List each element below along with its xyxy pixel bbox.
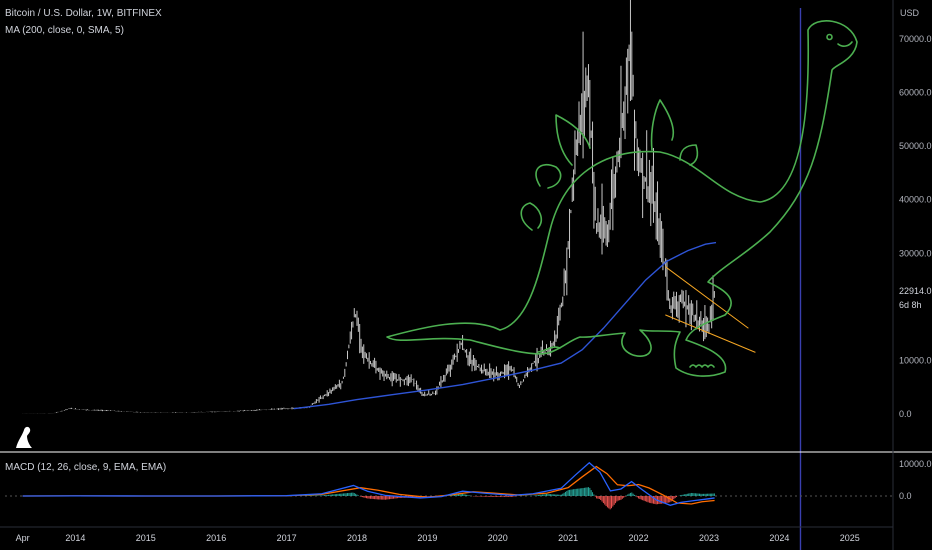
x-tick-label: 2014 xyxy=(65,533,85,543)
y-tick-label: 50000.0 xyxy=(899,141,932,151)
x-tick-label: 2020 xyxy=(488,533,508,543)
last-price-label: 22914.0 xyxy=(899,286,932,296)
price-pane[interactable] xyxy=(22,0,802,550)
dino-logo-icon xyxy=(16,426,32,448)
dino-plate-4 xyxy=(650,99,675,151)
dino-plate-2 xyxy=(520,202,542,231)
y-tick-label: 60000.0 xyxy=(899,88,932,98)
price-bars xyxy=(22,0,715,414)
y-tick-label: 10000.0 xyxy=(899,355,932,365)
x-tick-label: 2022 xyxy=(629,533,649,543)
tradingview-dino-logo[interactable] xyxy=(16,426,32,448)
macd-line xyxy=(22,461,715,506)
x-tick-label: 2016 xyxy=(206,533,226,543)
dinosaur-drawing xyxy=(386,20,858,377)
y-tick-label: 70000.0 xyxy=(899,34,932,44)
x-tick-label: 2017 xyxy=(277,533,297,543)
x-tick-label: 2024 xyxy=(769,533,789,543)
x-tick-label: Apr xyxy=(16,533,30,543)
y-tick-label: 0.0 xyxy=(899,409,912,419)
ma-200-line xyxy=(293,241,717,410)
macd-histogram xyxy=(23,487,715,510)
dino-eye xyxy=(826,33,833,41)
y-tick-label: 40000.0 xyxy=(899,195,932,205)
macd-y-tick-label: 10000.0 xyxy=(899,459,932,469)
macd-pane[interactable] xyxy=(5,461,892,510)
dino-plate-1 xyxy=(535,163,562,189)
dino-plate-5 xyxy=(679,144,699,166)
x-tick-label: 2019 xyxy=(417,533,437,543)
macd-y-tick-label: 0.0 xyxy=(899,491,912,501)
x-tick-label: 2015 xyxy=(136,533,156,543)
wedge-upper-line xyxy=(665,266,749,329)
macd-indicator-label[interactable]: MACD (12, 26, close, 9, EMA, EMA) xyxy=(5,462,167,473)
dino-plate-3 xyxy=(555,114,591,166)
y-tick-label: 30000.0 xyxy=(899,248,932,258)
wedge-lower-line xyxy=(665,314,756,353)
ma-indicator-label[interactable]: MA (200, close, 0, SMA, 5) xyxy=(5,25,124,36)
dino-body-outline xyxy=(386,20,858,377)
dino-toes-front xyxy=(689,364,715,368)
chart-title: Bitcoin / U.S. Dollar, 1W, BITFINEX xyxy=(5,8,162,19)
dino-mouth xyxy=(837,41,853,47)
dino-belly-line xyxy=(537,346,561,353)
x-tick-label: 2023 xyxy=(699,533,719,543)
x-tick-label: 2021 xyxy=(558,533,578,543)
x-tick-label: 2025 xyxy=(840,533,860,543)
x-tick-label: 2018 xyxy=(347,533,367,543)
countdown-label: 6d 8h xyxy=(899,300,922,310)
currency-label: USD xyxy=(900,8,920,18)
